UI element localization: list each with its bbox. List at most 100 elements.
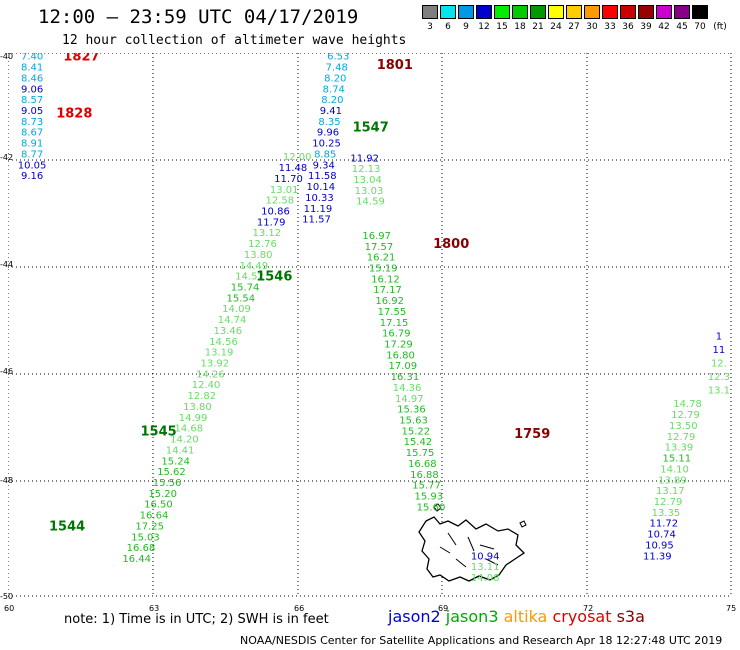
- obs-track-1800-south-2: 16.21: [367, 253, 396, 264]
- legend-label-8: 27: [568, 22, 580, 32]
- legend-label-14: 45: [676, 22, 688, 32]
- obs-track-1800-south-22: 16.88: [410, 470, 439, 481]
- obs-track-1800-south-11: 16.80: [386, 350, 415, 361]
- obs-track-1546-36: 16.68: [127, 543, 156, 554]
- legend-label-11: 36: [622, 22, 634, 32]
- obs-track-east-edge-3: 12.3: [708, 372, 730, 383]
- obs-track-1800-south-9: 16.79: [382, 329, 411, 340]
- obs-track-1800-south-13: 16.31: [391, 372, 420, 383]
- obs-track-1800-south-21: 16.68: [408, 459, 437, 470]
- satellite-legend: jason2 jason3 altika cryosat s3a: [388, 607, 645, 626]
- units-note: note: 1) Time is in UTC; 2) SWH is in fe…: [64, 612, 329, 627]
- obs-track-1546-7: 13.12: [252, 228, 281, 239]
- legend-swatch-1: [440, 5, 456, 19]
- obs-track-1800-south-19: 15.42: [404, 437, 433, 448]
- kerguelen-island: [418, 503, 527, 582]
- obs-track-1546-33: 16.64: [140, 511, 169, 522]
- legend-label-5: 18: [514, 22, 526, 32]
- obs-track-1546-12: 15.74: [231, 283, 260, 294]
- obs-track-1546-21: 12.40: [192, 380, 221, 391]
- obs-track-1801-north-6: 8.35: [318, 117, 340, 128]
- legend-swatch-9: [584, 5, 600, 19]
- legend-label-6: 21: [532, 22, 544, 32]
- legend-swatch-3: [476, 5, 492, 19]
- obs-track-1546-19: 13.92: [200, 359, 229, 370]
- obs-track-1800-2: 13.04: [353, 175, 382, 186]
- obs-track-east-8: 13.17: [656, 486, 685, 497]
- obs-track-1801-north-10: 9.34: [313, 160, 335, 171]
- obs-track-1546-6: 11.79: [257, 217, 286, 228]
- obs-track-s3a-1827-4: 8.57: [21, 95, 43, 106]
- obs-track-1546-32: 16.50: [144, 500, 173, 511]
- legend-swatch-4: [494, 5, 510, 19]
- lon-label-75: 75: [726, 604, 737, 613]
- obs-track-1801-north-11: 11.58: [308, 171, 337, 182]
- obs-track-1546-14: 14.09: [222, 304, 251, 315]
- obs-track-east-1: 12.79: [671, 410, 700, 421]
- obs-track-1800-0: 11.92: [350, 153, 379, 164]
- obs-track-east-13: 10.95: [645, 540, 674, 551]
- pass-time-1547: 1547: [353, 120, 389, 135]
- obs-track-1546-9: 13.80: [244, 250, 273, 261]
- obs-track-east-14: 11.39: [643, 551, 672, 562]
- obs-track-east-edge-2: 12.: [711, 359, 727, 370]
- obs-track-1801-north-14: 11.19: [304, 204, 333, 215]
- lat-label-50: -50: [0, 592, 14, 601]
- obs-track-1801-north-1: 7.48: [326, 63, 348, 74]
- lat-label-40: -40: [0, 52, 14, 61]
- wave-height-map: 7.408.418.469.068.579.058.738.678.918.77…: [8, 53, 732, 597]
- page-title: 12:00 – 23:59 UTC 04/17/2019: [38, 6, 359, 28]
- legend-swatch-12: [638, 5, 654, 19]
- obs-track-1546-8: 12.76: [248, 239, 277, 250]
- obs-track-1800-4: 14.59: [356, 197, 385, 208]
- obs-track-1801-north-8: 10.25: [312, 139, 341, 150]
- obs-track-s3a-1827-5: 9.05: [21, 106, 43, 117]
- legend-label-1: 6: [445, 22, 451, 32]
- legend-swatch-5: [512, 5, 528, 19]
- obs-track-1546-16: 13.46: [213, 326, 242, 337]
- obs-track-1801-north-2: 8.20: [324, 73, 346, 84]
- legend-label-12: 39: [640, 22, 652, 32]
- obs-track-east-9: 12.79: [654, 497, 683, 508]
- obs-track-s3a-1827-10: 10.05: [18, 160, 47, 171]
- pass-time-1827: 1827: [63, 53, 99, 65]
- kerguelen-island-inlets: [439, 532, 499, 568]
- legend-label-0: 3: [427, 22, 433, 32]
- obs-track-1546-1: 11.48: [279, 163, 308, 174]
- obs-track-1800-south-15: 14.97: [395, 394, 424, 405]
- obs-track-1800-1: 12.13: [352, 164, 381, 175]
- obs-track-1546-10: 14.49: [239, 261, 268, 272]
- page-subtitle: 12 hour collection of altimeter wave hei…: [62, 33, 407, 48]
- obs-track-1759-tail-1: 13.11: [471, 562, 500, 573]
- map-grid: [8, 53, 732, 597]
- pass-time-1545: 1545: [141, 424, 177, 439]
- pass-time-1546: 1546: [256, 270, 292, 285]
- legend-label-15: 70: [694, 22, 706, 32]
- kerguelen-islet-east: [519, 520, 527, 528]
- obs-track-1801-north-0: 6.53: [327, 53, 349, 63]
- obs-track-1800-south-4: 16.12: [371, 274, 400, 285]
- legend-swatch-11: [620, 5, 636, 19]
- legend-swatch-13: [656, 5, 672, 19]
- obs-track-1801-north-7: 9.96: [317, 128, 339, 139]
- legend-label-4: 15: [496, 22, 508, 32]
- legend-units: (ft): [713, 22, 727, 32]
- obs-track-1546-22: 12.82: [187, 391, 216, 402]
- lon-label-60: 60: [4, 604, 15, 613]
- obs-track-1801-north-9: 8.85: [314, 150, 336, 161]
- sat-cryosat: cryosat: [552, 607, 612, 626]
- obs-track-1546-26: 14.20: [170, 435, 199, 446]
- obs-track-1546-34: 17.25: [135, 521, 164, 532]
- obs-track-s3a-1827-3: 9.06: [21, 84, 43, 95]
- obs-track-1546-24: 14.99: [179, 413, 208, 424]
- obs-track-east-7: 13.89: [658, 475, 687, 486]
- obs-track-1800-south-0: 16.97: [362, 231, 391, 242]
- lon-label-66: 66: [294, 604, 305, 613]
- obs-track-1800-south-5: 17.17: [373, 285, 402, 296]
- obs-track-1800-south-3: 15.19: [369, 264, 398, 275]
- obs-track-1546-4: 12.58: [265, 196, 294, 207]
- obs-track-east-edge-4: 13.1: [708, 386, 730, 397]
- obs-track-1800-south-23: 15.77: [412, 481, 441, 492]
- obs-track-1800-south-17: 15.63: [399, 416, 428, 427]
- legend-swatch-8: [566, 5, 582, 19]
